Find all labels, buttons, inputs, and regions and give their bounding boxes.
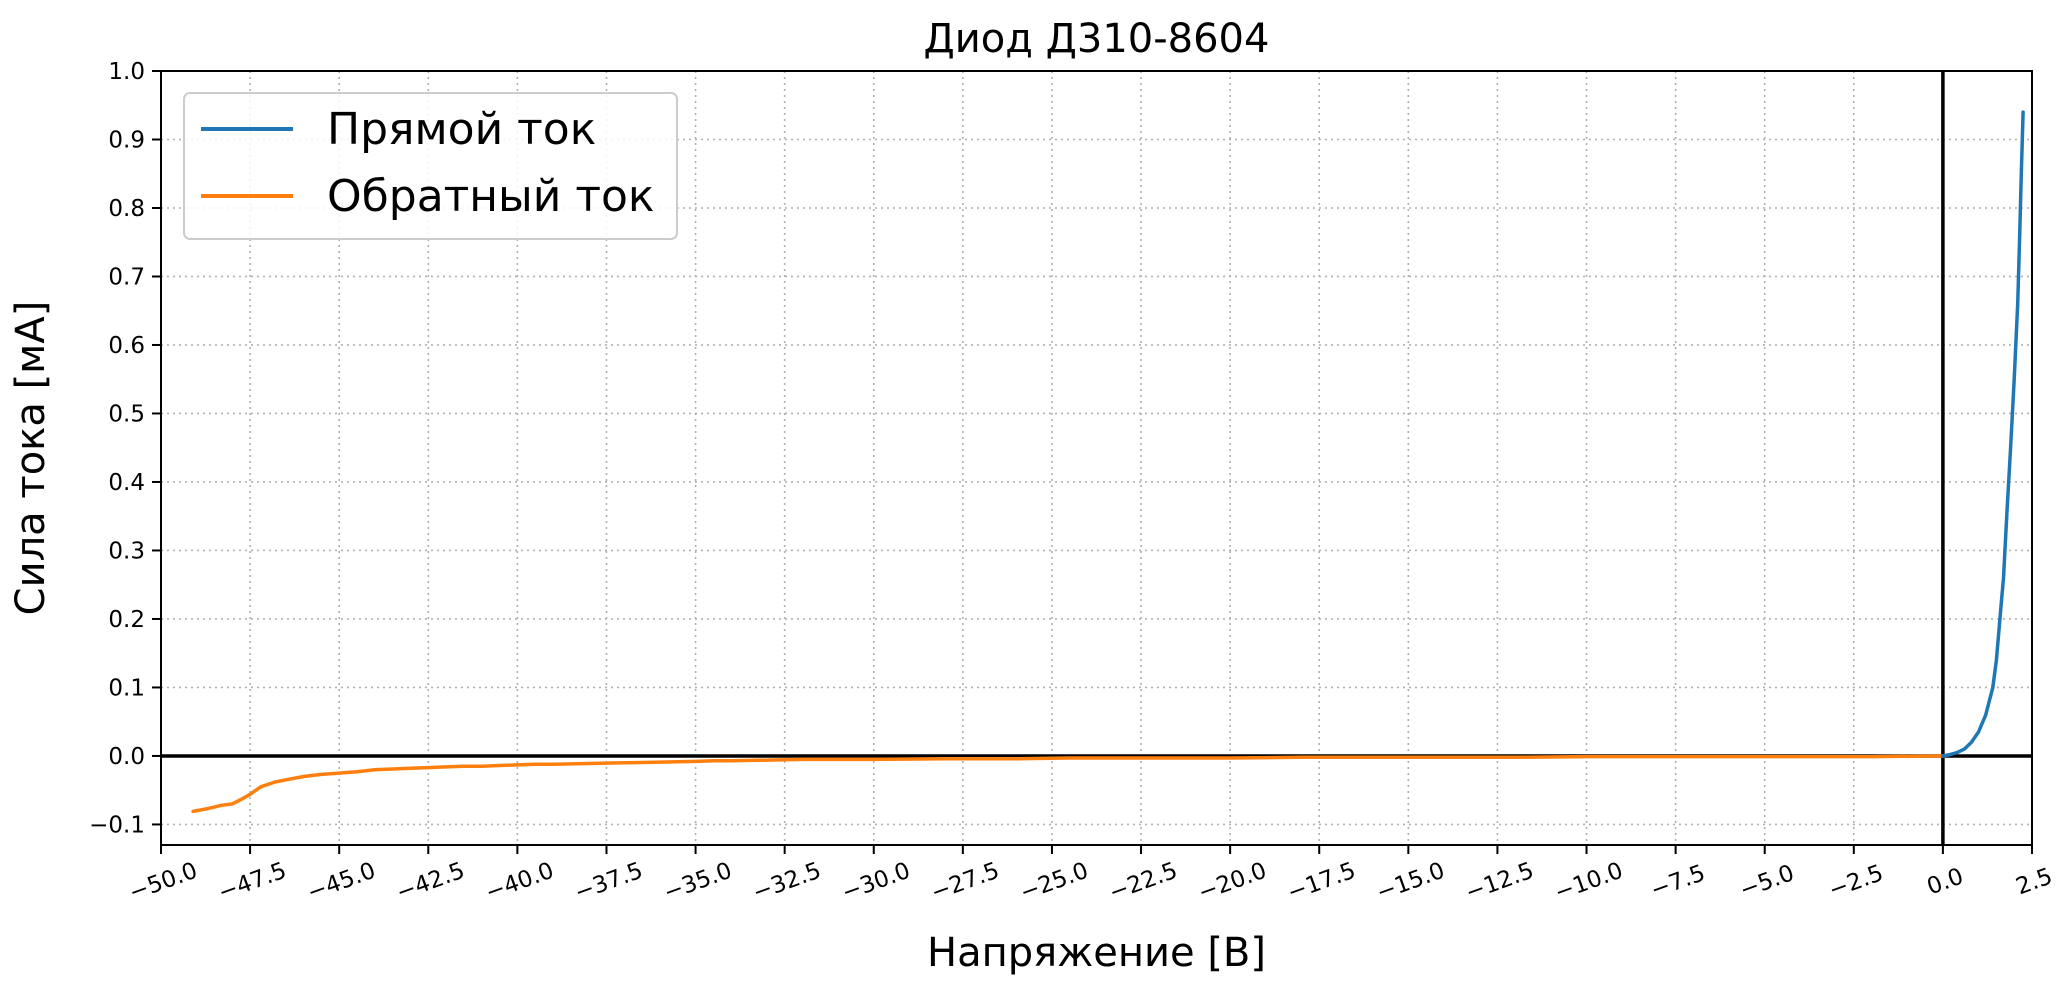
series-layer xyxy=(191,110,2025,814)
series-line-reverse-current xyxy=(191,754,1945,814)
y-tick-label: 1.0 xyxy=(108,59,145,85)
y-axis-ticks: −0.1 0.0 0.1 0.2 0.3 0.4 0.5 0.6 0.7 0.8 0.9 1.0 xyxy=(89,59,161,838)
legend: Прямой ток Обратный ток xyxy=(183,92,678,240)
y-tick-label: 0.2 xyxy=(108,607,145,633)
y-tick-label: −0.1 xyxy=(89,812,145,838)
series-line-forward-current xyxy=(1941,110,2025,758)
y-tick-label: 0.5 xyxy=(108,401,145,427)
y-tick-label: 0.4 xyxy=(108,470,145,496)
y-tick-label: 0.8 xyxy=(108,196,145,222)
y-tick-label: 0.3 xyxy=(108,538,145,564)
legend-label-reverse-current: Обратный ток xyxy=(327,171,655,222)
chart-title: Диод Д310-8604 xyxy=(924,16,1270,62)
y-tick-label: 0.6 xyxy=(108,333,145,359)
x-axis-title: Напряжение [В] xyxy=(927,930,1266,976)
y-tick-label: 0.0 xyxy=(108,744,145,770)
legend-box xyxy=(183,92,678,240)
y-tick-label: 0.1 xyxy=(108,675,145,701)
plot-frame xyxy=(160,70,2033,846)
legend-label-forward-current: Прямой ток xyxy=(327,104,596,155)
y-axis-title: Сила тока [мА] xyxy=(8,301,54,616)
y-tick-label: 0.9 xyxy=(108,127,145,153)
y-tick-label: 0.7 xyxy=(108,264,145,290)
